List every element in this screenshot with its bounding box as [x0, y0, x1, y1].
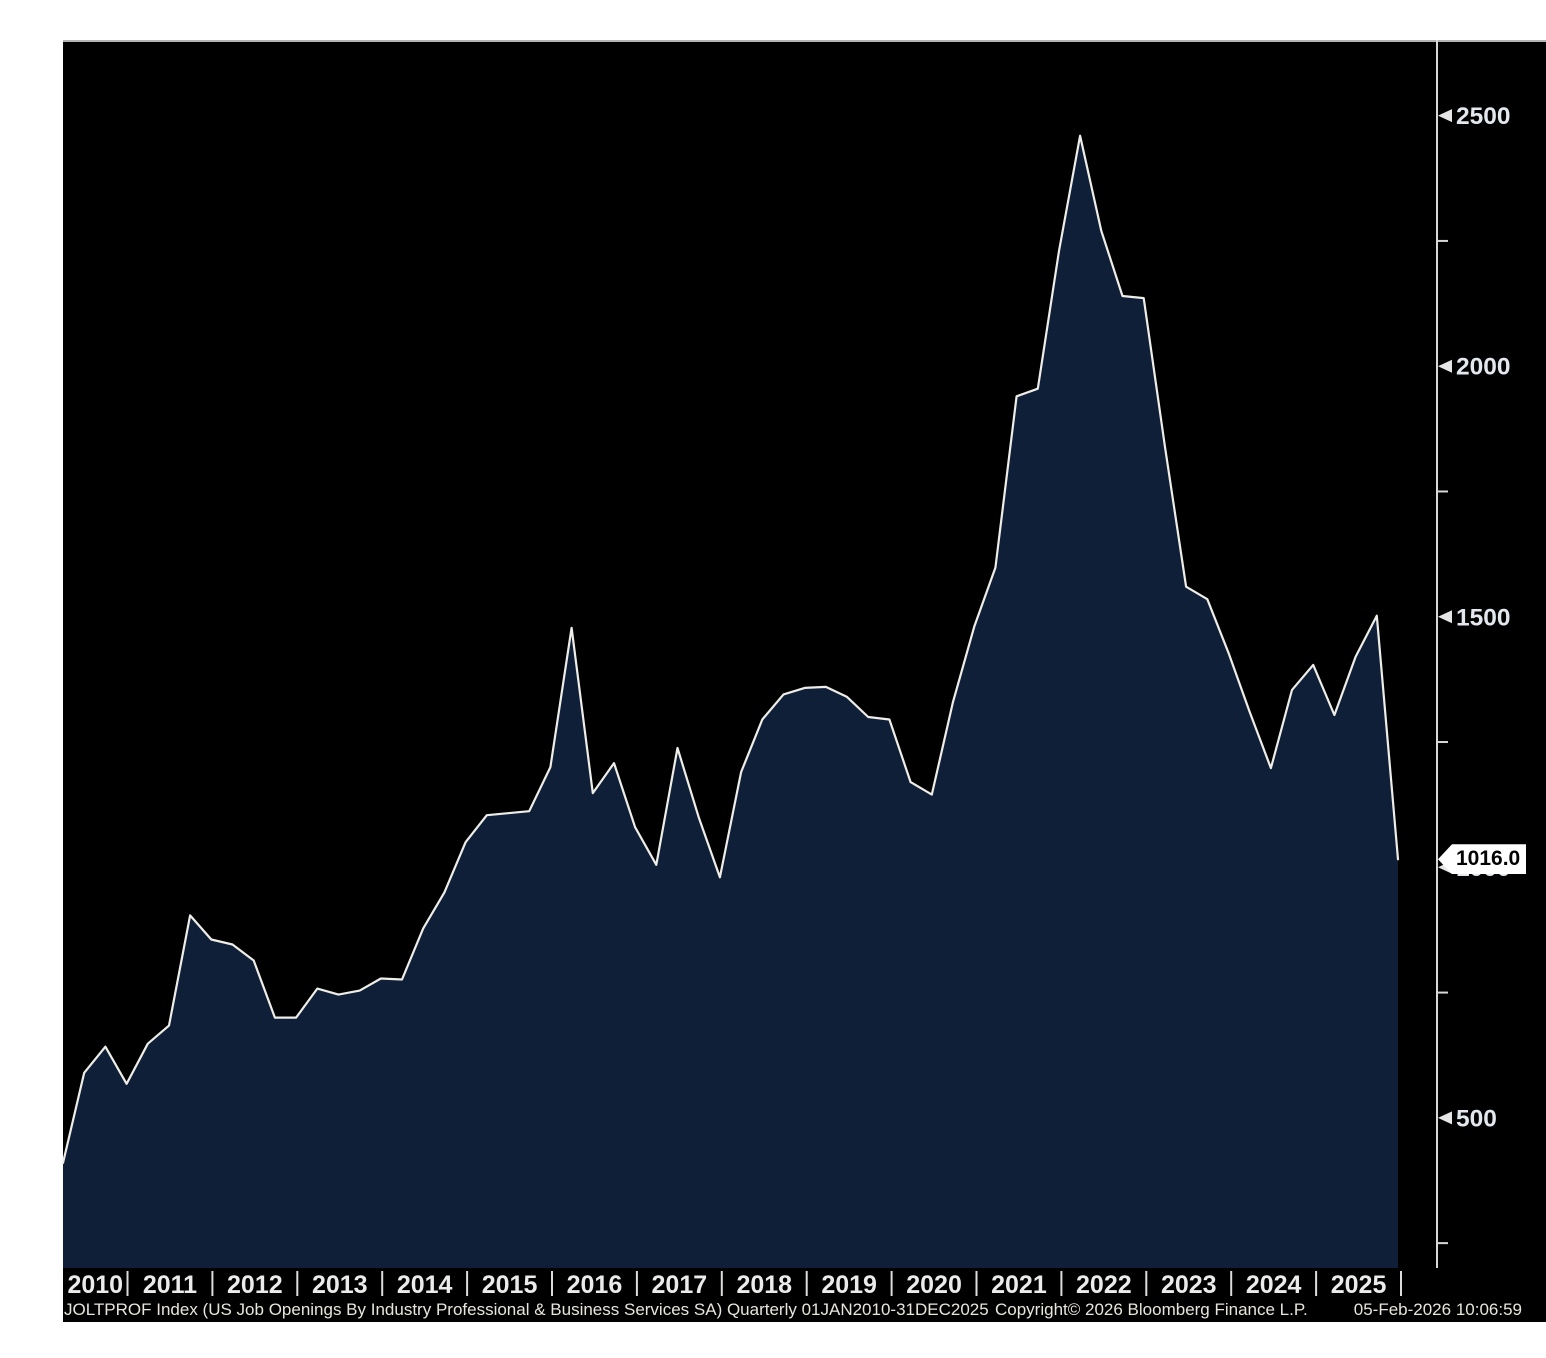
chart-panel	[63, 40, 1546, 1322]
last-value-text: 1016.0	[1456, 847, 1521, 871]
footer-copyright: Copyright© 2026 Bloomberg Finance L.P.	[995, 1300, 1308, 1319]
last-value-badge: 1016.0	[1438, 844, 1527, 875]
footer-security-description: JOLTPROF Index (US Job Openings By Indus…	[64, 1300, 989, 1319]
footer-timestamp: 05-Feb-2026 10:06:59	[1353, 1300, 1522, 1319]
